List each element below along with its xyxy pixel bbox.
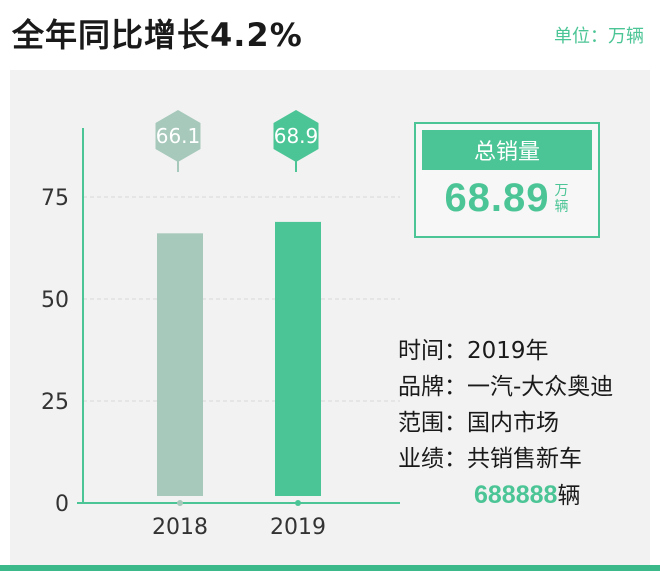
data-label-bubble: 68.9 [273, 110, 319, 172]
bar-baseline-dot [295, 500, 301, 506]
info-time-value: 2019年 [467, 338, 549, 364]
info-brand-label: 品牌： [398, 374, 467, 400]
sales-unit: 辆 [557, 483, 581, 509]
total-sales-label: 总销量 [422, 130, 592, 170]
info-brand-value: 一汽-大众奥迪 [467, 374, 614, 400]
bar-baseline-dot [177, 500, 183, 506]
info-performance: 业绩：共销售新车 [398, 441, 613, 477]
info-perf-label: 业绩： [398, 446, 467, 472]
info-time-label: 时间： [398, 338, 467, 364]
data-label: 68.9 [274, 124, 319, 148]
total-sales-unit: 万辆 [554, 182, 569, 215]
x-tick-label: 2019 [270, 515, 326, 540]
data-label: 66.1 [156, 124, 201, 148]
info-scope: 范围：国内市场 [398, 405, 613, 441]
y-tick-label: 0 [55, 492, 69, 517]
bar [275, 221, 321, 496]
info-time: 时间：2019年 [398, 333, 613, 369]
unit-label: 单位：万辆 [554, 26, 644, 47]
bottom-stripe [0, 565, 660, 571]
info-scope-value: 国内市场 [467, 410, 559, 436]
info-block: 时间：2019年 品牌：一汽-大众奥迪 范围：国内市场 业绩：共销售新车 688… [398, 333, 613, 514]
info-sales-line: 688888辆 [398, 477, 613, 514]
sales-number: 688888 [474, 481, 558, 509]
y-tick-label: 50 [41, 288, 69, 313]
bubble-hexagon [155, 110, 201, 162]
y-tick-label: 75 [41, 186, 69, 211]
total-sales-box: 总销量 68.89 万辆 [414, 122, 600, 238]
bar [157, 233, 203, 496]
data-label-bubble: 66.1 [155, 110, 201, 172]
total-sales-value: 68.89 [444, 176, 550, 220]
bars [157, 221, 321, 506]
tick-labels: 0 25 50 75 2018 2019 [41, 186, 326, 540]
info-perf-value: 共销售新车 [467, 446, 582, 472]
axes [77, 128, 400, 504]
page-title: 全年同比增长4.2% [12, 16, 303, 54]
total-sales-value-row: 68.89 万辆 [416, 176, 598, 221]
x-tick-label: 2018 [152, 515, 208, 540]
info-scope-label: 范围： [398, 410, 467, 436]
data-label-bubbles: 66.1 68.9 [155, 110, 319, 172]
grid-lines [83, 196, 400, 402]
y-tick-label: 25 [41, 390, 69, 415]
bubble-hexagon [273, 110, 319, 162]
info-brand: 品牌：一汽-大众奥迪 [398, 369, 613, 405]
